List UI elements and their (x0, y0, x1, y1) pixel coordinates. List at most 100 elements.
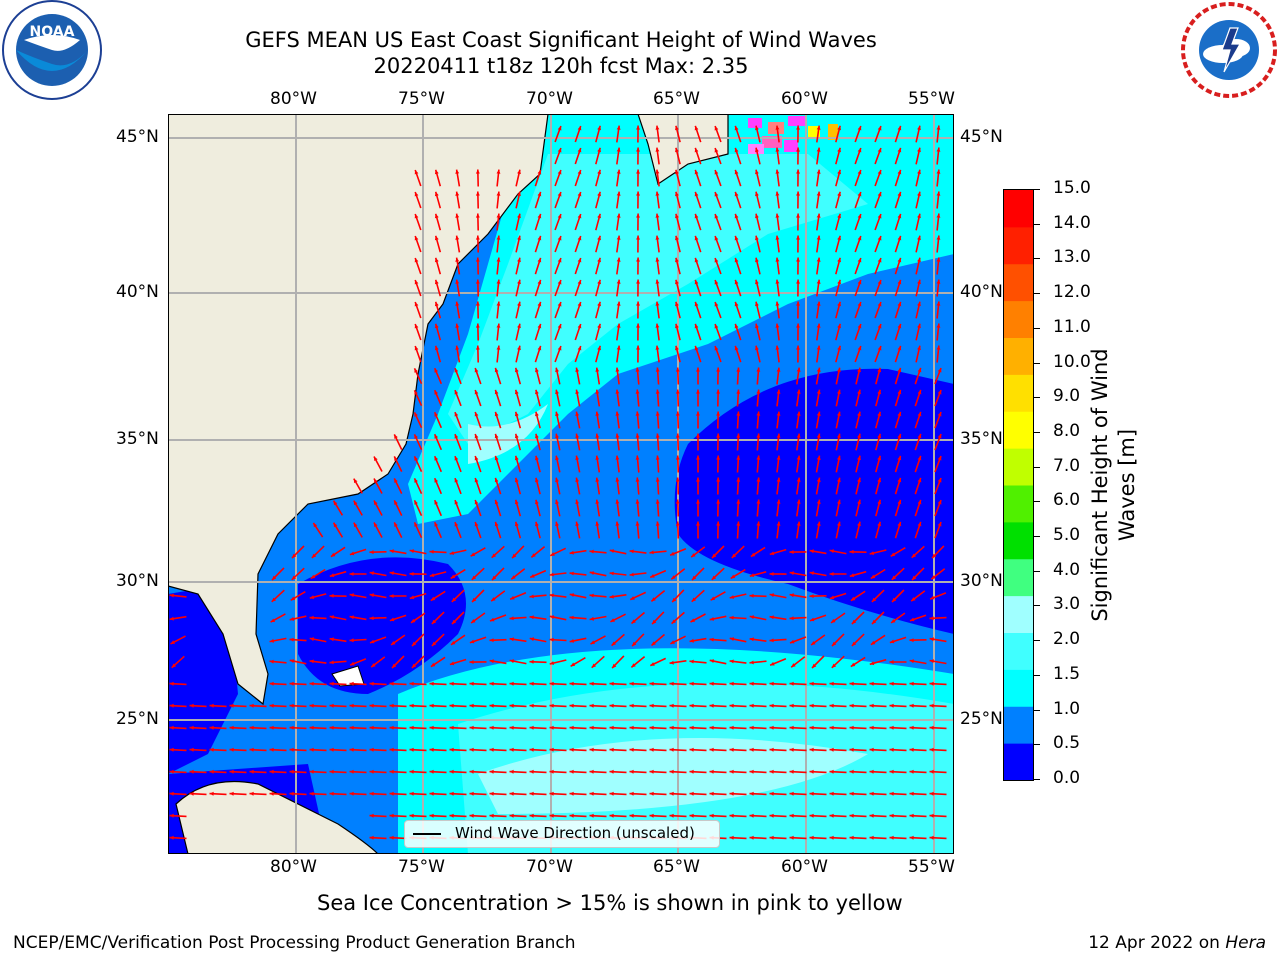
wind-arrow-head (434, 191, 439, 197)
wind-arrow-head (514, 367, 519, 373)
wind-arrow-head (169, 725, 174, 730)
colorbar-tick-label: 7.0 (1053, 455, 1081, 476)
wind-arrow-head (789, 616, 794, 621)
wind-arrow-head (514, 389, 519, 395)
wind-arrow-head (694, 169, 699, 175)
wind-arrow-head (755, 191, 759, 197)
wind-arrow-head (496, 257, 501, 262)
wind-arrow-head (897, 147, 902, 153)
wind-arrow-head (655, 455, 660, 460)
wind-arrow-head (169, 703, 174, 708)
wind-arrow-head (877, 499, 882, 505)
wind-arrow-head (917, 499, 922, 505)
wind-arrow-head (429, 813, 434, 818)
wind-arrow-head (675, 477, 680, 482)
wind-arrow-head (434, 456, 439, 461)
wind-arrow-head (635, 433, 640, 438)
wind-arrow-head (434, 434, 439, 439)
wind-arrow-head (414, 302, 419, 307)
wind-arrow-head (897, 301, 902, 307)
wind-arrow-head (675, 125, 679, 131)
wind-arrow-head (209, 703, 214, 708)
wind-arrow-head (829, 835, 834, 840)
wind-arrow-head (857, 477, 861, 483)
wind-arrow-head (329, 747, 334, 752)
wind-arrow-head (569, 639, 574, 643)
wind-arrow-head (796, 257, 800, 262)
wind-arrow-head (509, 681, 514, 686)
wind-arrow-head (837, 235, 841, 241)
wind-arrow-head (434, 500, 439, 505)
wind-arrow-head (635, 455, 640, 460)
wind-arrow-head (769, 638, 774, 643)
wind-arrow-head (857, 302, 862, 307)
wind-arrow-head (577, 214, 582, 219)
colorbar-tick-mark (1033, 466, 1040, 468)
wind-arrow-head (569, 725, 574, 730)
wind-arrow-head (509, 703, 514, 708)
wind-arrow-head (909, 681, 914, 686)
wind-arrow-head (675, 279, 679, 285)
wind-arrow-head (769, 769, 774, 774)
wind-arrow-head (837, 389, 841, 394)
wind-arrow-head (537, 301, 542, 307)
wind-arrow-head (837, 499, 841, 504)
wind-arrow-head (716, 389, 721, 394)
wind-arrow-head (615, 499, 620, 504)
wind-arrow-head (309, 595, 315, 599)
wind-arrow-head (655, 345, 660, 350)
wind-arrow-head (475, 213, 480, 218)
wind-arrow-head (489, 725, 494, 730)
wind-arrow-head (670, 551, 675, 556)
wind-arrow-head (636, 257, 640, 262)
wind-arrow-head (709, 725, 714, 730)
wind-arrow-head (629, 769, 634, 774)
wind-arrow-head (729, 595, 735, 599)
wind-arrow-head (809, 813, 814, 818)
wind-arrow-head (575, 455, 580, 460)
wind-arrow-head (491, 597, 496, 602)
colorbar-tick-label: 6.0 (1053, 490, 1081, 511)
wind-arrow-head (694, 191, 699, 197)
wind-arrow-head (937, 478, 942, 483)
wind-arrow-head (897, 279, 902, 285)
wind-arrow-head (837, 455, 841, 460)
wind-arrow-head (776, 477, 781, 482)
wind-arrow-head (937, 456, 942, 461)
wind-arrow-head (509, 769, 514, 774)
wind-arrow-head (454, 456, 459, 461)
wind-arrow-head (810, 617, 815, 622)
wind-arrow-head (629, 791, 634, 796)
wind-arrow-head (569, 769, 574, 774)
wind-arrow-head (889, 835, 894, 840)
wind-arrow-head (889, 660, 894, 664)
wind-arrow-head (414, 236, 419, 241)
wind-arrow-head (537, 235, 542, 241)
wind-arrow-head (749, 835, 754, 840)
wind-arrow-head (769, 593, 774, 598)
wind-arrow-head (850, 596, 856, 601)
wind-arrow-head (796, 499, 801, 504)
wind-arrow-head (809, 791, 814, 796)
wind-arrow-head (709, 769, 714, 774)
wind-arrow-head (411, 618, 416, 623)
wind-arrow-head (811, 641, 816, 645)
wind-arrow-head (734, 235, 739, 241)
wind-arrow-head (494, 411, 499, 417)
wave-zone-2to3-north (468, 404, 548, 464)
wind-arrow-head (909, 638, 914, 643)
wind-arrow-head (555, 411, 559, 417)
wind-arrow-head (936, 345, 941, 350)
wind-arrow-head (796, 521, 801, 526)
wind-arrow-head (849, 813, 854, 818)
colorbar-segment (1004, 411, 1033, 449)
wind-arrow-head (897, 411, 902, 417)
wind-arrow-head (475, 323, 480, 328)
wind-arrow-head (937, 412, 942, 417)
wind-arrow-head (655, 499, 660, 504)
wind-arrow-head (694, 125, 699, 131)
wind-arrow-head (897, 257, 902, 263)
wind-arrow-head (616, 257, 621, 262)
colorbar-tick-mark (1033, 709, 1040, 711)
wind-arrow-head (469, 747, 474, 752)
